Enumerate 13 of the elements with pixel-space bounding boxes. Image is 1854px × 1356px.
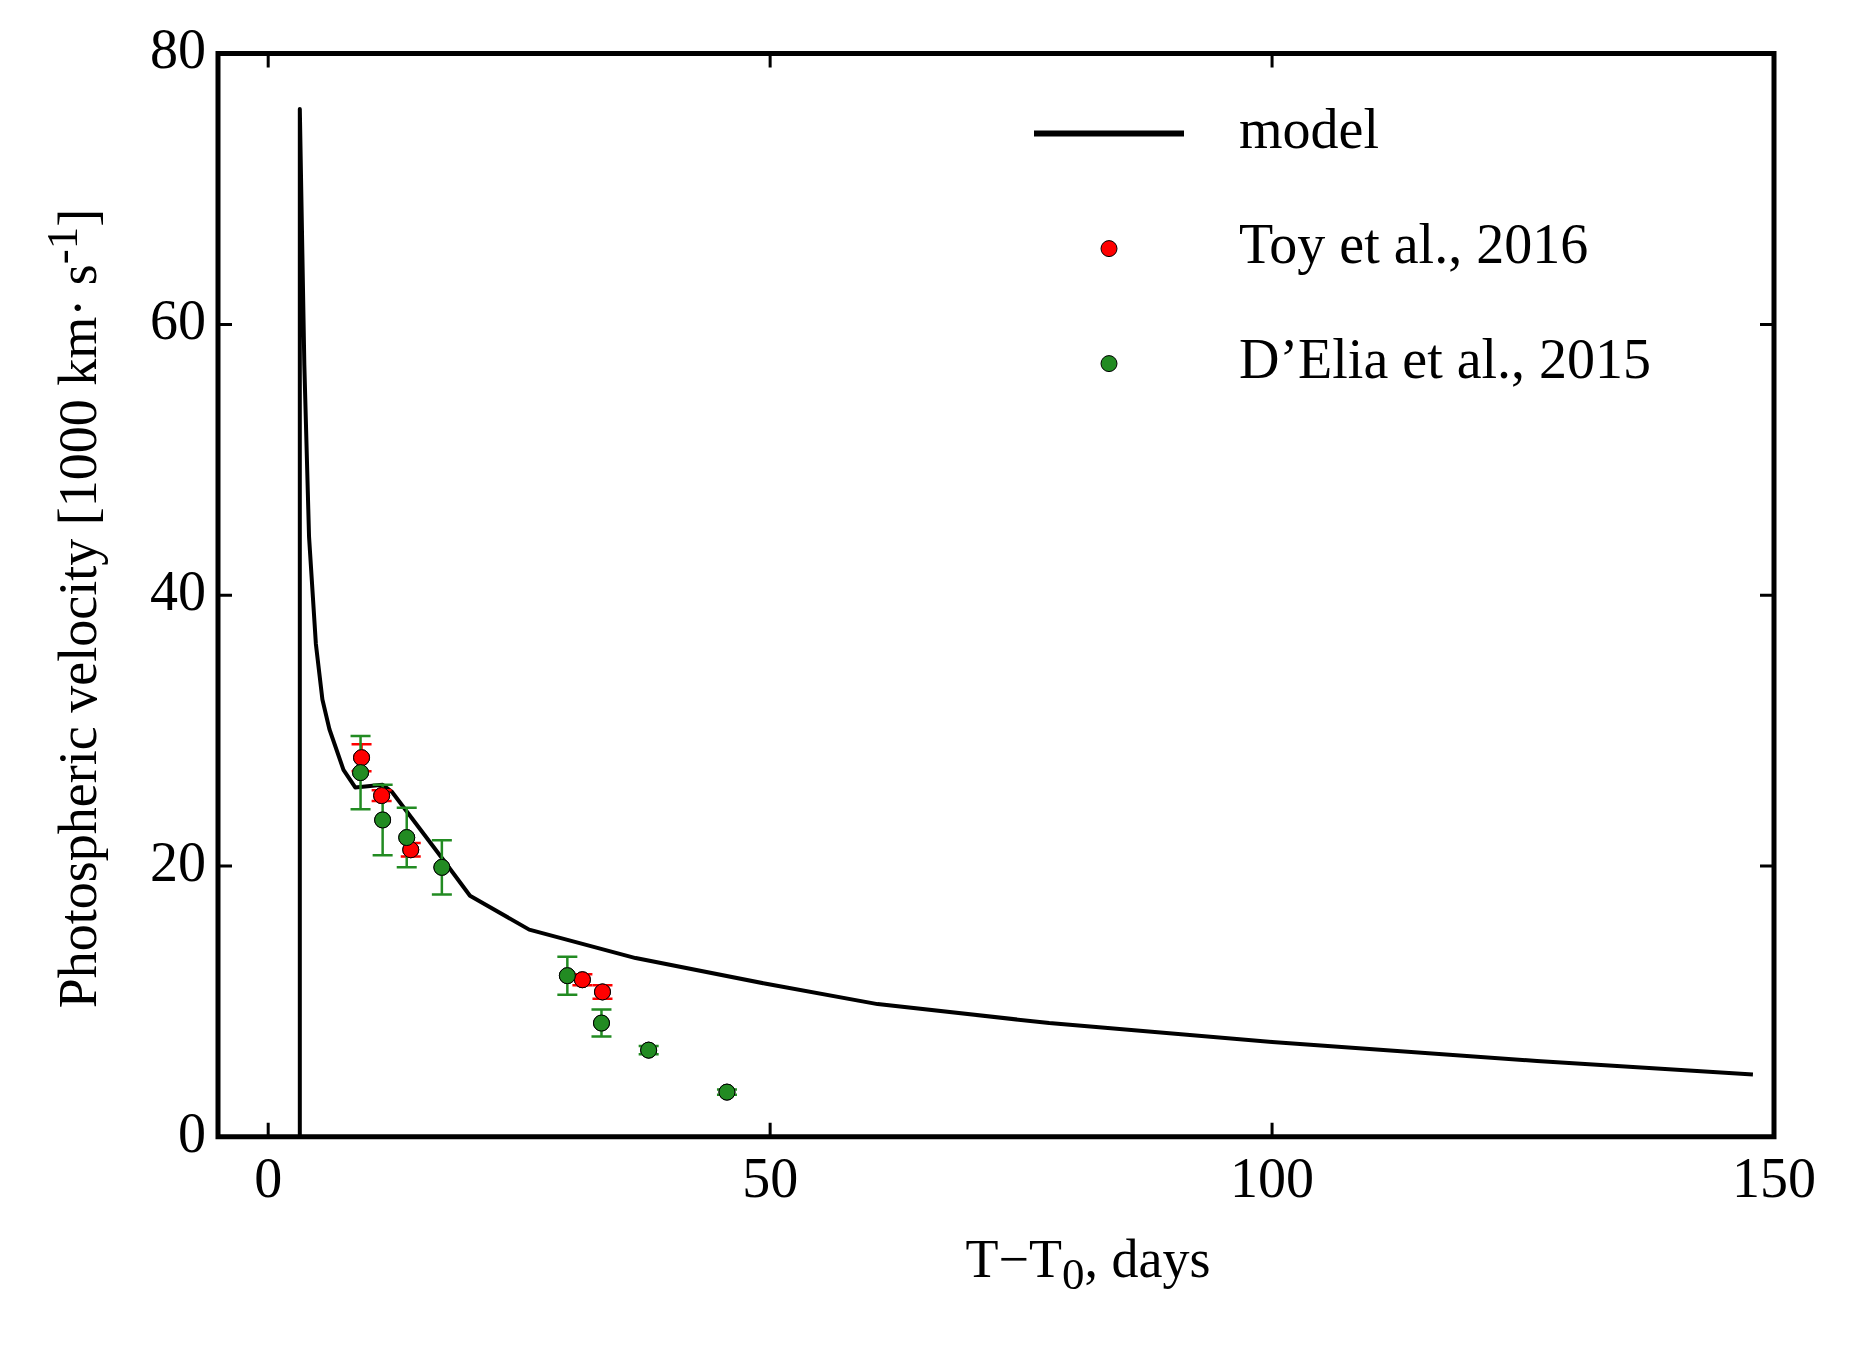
y-tick-label: 0 [178, 1101, 206, 1164]
x-tick-label: 150 [1732, 1147, 1816, 1210]
y-tick-label: 40 [150, 559, 206, 622]
y-tick-label: 80 [150, 18, 206, 81]
legend-label: D’Elia et al., 2015 [1239, 328, 1652, 391]
y-tick-label: 60 [150, 289, 206, 352]
legend-label: model [1239, 98, 1379, 161]
x-tick-label: 100 [1230, 1147, 1315, 1210]
x-tick-label: 50 [742, 1147, 799, 1210]
legend-label: Toy et al., 2016 [1239, 213, 1589, 276]
y-tick-label: 20 [150, 830, 206, 893]
x-tick-label: 0 [254, 1147, 283, 1210]
x-axis-title: T−T$_{0}$, days [964, 1228, 1212, 1300]
